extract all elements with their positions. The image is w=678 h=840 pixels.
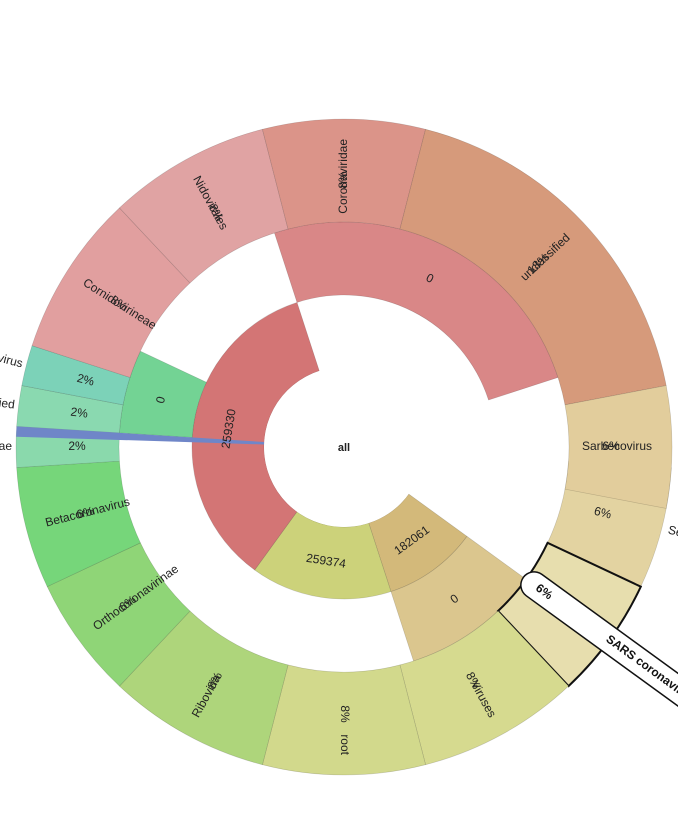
- tooltip-fill: [521, 572, 678, 706]
- segment-value-unclassified: 2%: [70, 405, 89, 421]
- segment-value-coronavirinae: 2%: [68, 439, 86, 453]
- segment-label-bat-coronavirus: Bat coronavirus: [0, 336, 24, 370]
- segment-value-betacoronavirus: 6%: [75, 504, 96, 522]
- segment-sliver[interactable]: [16, 426, 265, 445]
- segment-value-root: 8%: [338, 705, 352, 723]
- segment-riboviria[interactable]: [119, 610, 289, 766]
- segment-label-coronaviridae: Coronaviridae: [336, 139, 350, 214]
- segment-label-259374: 259374: [305, 551, 347, 571]
- segment-value-severe-acute: 6%: [593, 504, 614, 522]
- segment-label-0: 0: [153, 395, 168, 405]
- segment-label-259330: 259330: [219, 408, 239, 450]
- segment-value-bat-coronavirus: 2%: [75, 371, 96, 389]
- center-label: all: [338, 442, 350, 454]
- segment-0[interactable]: [119, 350, 207, 438]
- segment-viruses[interactable]: [399, 610, 569, 766]
- segment-0[interactable]: [274, 221, 559, 401]
- segment-label-root: root: [338, 734, 352, 755]
- segment-nidovirales[interactable]: [119, 128, 289, 284]
- segment-unclassified[interactable]: [399, 128, 667, 406]
- center-hole[interactable]: [264, 367, 424, 527]
- segment-label-unclassified: unclassified: [0, 390, 16, 412]
- segment-value-coronaviridae: 8%: [336, 171, 350, 189]
- segment-sarbecovirus[interactable]: [564, 385, 673, 509]
- segment-value-sarbecovirus: 6%: [602, 439, 620, 453]
- segment-label-coronavirinae: Coronavirinae: [0, 439, 12, 453]
- outer-label-severe-acute: Severe acute: [667, 523, 678, 554]
- segment-label-sarbecovirus: Sarbecovirus: [582, 439, 652, 453]
